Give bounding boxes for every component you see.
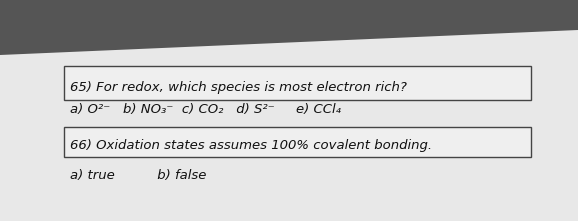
- FancyBboxPatch shape: [64, 66, 531, 100]
- Polygon shape: [0, 0, 578, 55]
- FancyBboxPatch shape: [64, 127, 531, 157]
- Text: a) true          b) false: a) true b) false: [70, 168, 206, 181]
- Text: a) O²⁻   b) NO₃⁻  c) CO₂   d) S²⁻     e) CCl₄: a) O²⁻ b) NO₃⁻ c) CO₂ d) S²⁻ e) CCl₄: [70, 103, 341, 116]
- Text: 65) For redox, which species is most electron rich?: 65) For redox, which species is most ele…: [70, 80, 407, 93]
- Text: 66) Oxidation states assumes 100% covalent bonding.: 66) Oxidation states assumes 100% covale…: [70, 139, 432, 152]
